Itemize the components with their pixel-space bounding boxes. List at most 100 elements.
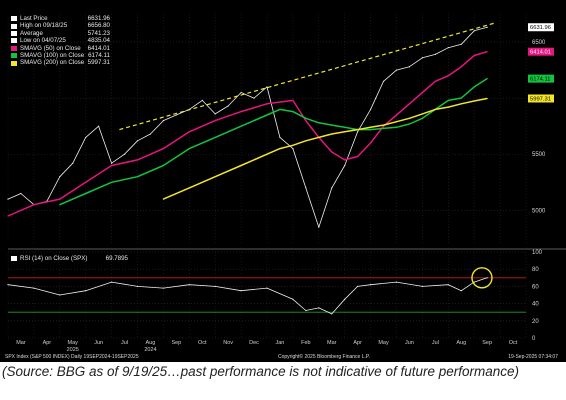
price-point: [72, 162, 74, 164]
price-value-box: [528, 74, 554, 83]
rsi-point: [318, 307, 320, 309]
sma200-point: [292, 144, 294, 146]
rsi-point: [85, 290, 87, 292]
price-point: [227, 105, 229, 107]
sma100-point: [382, 127, 385, 130]
rsi-point: [331, 313, 333, 315]
bloomberg-chart-panel: 50005500600065000204060801006631.966414.…: [0, 0, 566, 362]
month-tick-label: Mar: [327, 340, 337, 346]
rsi-tick-label: 100: [532, 250, 543, 256]
price-point: [98, 125, 100, 127]
sma200-point: [357, 128, 359, 131]
sma100-point: [408, 123, 411, 125]
month-tick-label: Aug: [146, 340, 156, 346]
rsi-series: [7, 277, 488, 315]
sma100-point: [318, 122, 320, 124]
month-tick-label: Jan: [276, 340, 285, 346]
sma100-point: [136, 176, 139, 178]
sma50-point: [136, 159, 139, 161]
legend-label: RSI (14) on Close (SPX): [20, 255, 88, 262]
sma200-series: [163, 97, 488, 200]
month-tick-label: Aug: [456, 340, 466, 346]
month-tick-label: Feb: [301, 340, 310, 346]
legend-value: 6656.80: [87, 22, 110, 30]
sma200-point: [240, 164, 242, 167]
month-tick-label: Nov: [223, 340, 233, 346]
month-tick-label: May: [68, 340, 79, 346]
year-label: 2025: [67, 347, 79, 353]
price-point: [175, 114, 177, 116]
sma200-point: [421, 113, 423, 115]
sma50-point: [240, 111, 242, 113]
sma200-point: [473, 100, 475, 102]
price-point: [162, 119, 164, 122]
legend-swatch: [11, 16, 17, 22]
price-value-box: [528, 47, 554, 56]
month-tick-label: Apr: [353, 340, 362, 346]
price-point: [292, 148, 294, 150]
sma100-series: [59, 77, 488, 206]
rsi-point: [162, 287, 164, 289]
sma200-point: [382, 124, 385, 126]
price-point: [408, 66, 411, 68]
sma50-point: [111, 164, 113, 167]
sma100-point: [188, 148, 190, 150]
series-layer: [7, 22, 496, 315]
grid-layer: [7, 14, 566, 339]
month-tick-label: May: [378, 340, 389, 346]
sma50-point: [370, 142, 372, 144]
sma200-point: [214, 176, 216, 178]
sma100-point: [162, 164, 164, 167]
month-tick-label: Sep: [171, 340, 181, 346]
sma200-point: [331, 133, 333, 135]
price-legend: Last Price 6631.96 High on 09/18/25 6656…: [11, 15, 110, 67]
sma100-point: [473, 86, 475, 88]
price-value-box: [528, 94, 554, 103]
rsi-point: [59, 294, 61, 296]
price-point: [382, 80, 385, 82]
price-value-label: 6631.96: [530, 25, 551, 31]
sma200-point: [395, 121, 398, 123]
price-point: [395, 69, 398, 71]
sma50-point: [33, 204, 35, 206]
sma200-point: [279, 148, 281, 150]
price-point: [240, 91, 242, 94]
legend-swatch: [11, 31, 17, 37]
price-point: [357, 131, 359, 133]
legend-value: 69.7895: [105, 255, 128, 262]
sma100-point: [331, 124, 333, 126]
sma50-point: [357, 155, 359, 158]
price-value-box: [528, 23, 554, 32]
sma100-point: [279, 108, 281, 110]
price-point: [434, 53, 436, 55]
price-point: [85, 136, 87, 139]
sma50-point: [395, 114, 398, 116]
month-tick-label: Apr: [43, 340, 52, 346]
price-point: [7, 198, 9, 200]
footer-copyright: Copyright© 2025 Bloomberg Finance L.P.: [278, 354, 370, 360]
sma50-point: [7, 215, 9, 217]
price-point: [331, 187, 333, 189]
rsi-legend: RSI (14) on Close (SPX) 69.7895: [11, 255, 128, 262]
year-label: 2024: [144, 347, 156, 353]
legend-label: SMAVG (100) on Close: [20, 52, 85, 60]
sma200-point: [305, 140, 307, 142]
sma100-point: [344, 126, 346, 128]
sma100-point: [421, 117, 423, 119]
sma100-point: [370, 128, 372, 131]
rsi-tick-label: 80: [532, 267, 539, 273]
rsi-point: [240, 290, 242, 292]
trendline-series: [119, 22, 496, 131]
sma100-point: [59, 204, 61, 206]
price-point: [318, 226, 320, 228]
price-point: [421, 57, 423, 59]
sma200-point: [318, 136, 320, 139]
rsi-point: [460, 290, 462, 292]
rsi-point: [305, 309, 307, 312]
price-point: [201, 99, 203, 101]
price-point: [370, 108, 372, 110]
month-tick-label: Jul: [432, 340, 439, 346]
sma200-point: [266, 153, 268, 155]
sma200-point: [447, 106, 449, 108]
month-tick-label: Jun: [405, 340, 414, 346]
